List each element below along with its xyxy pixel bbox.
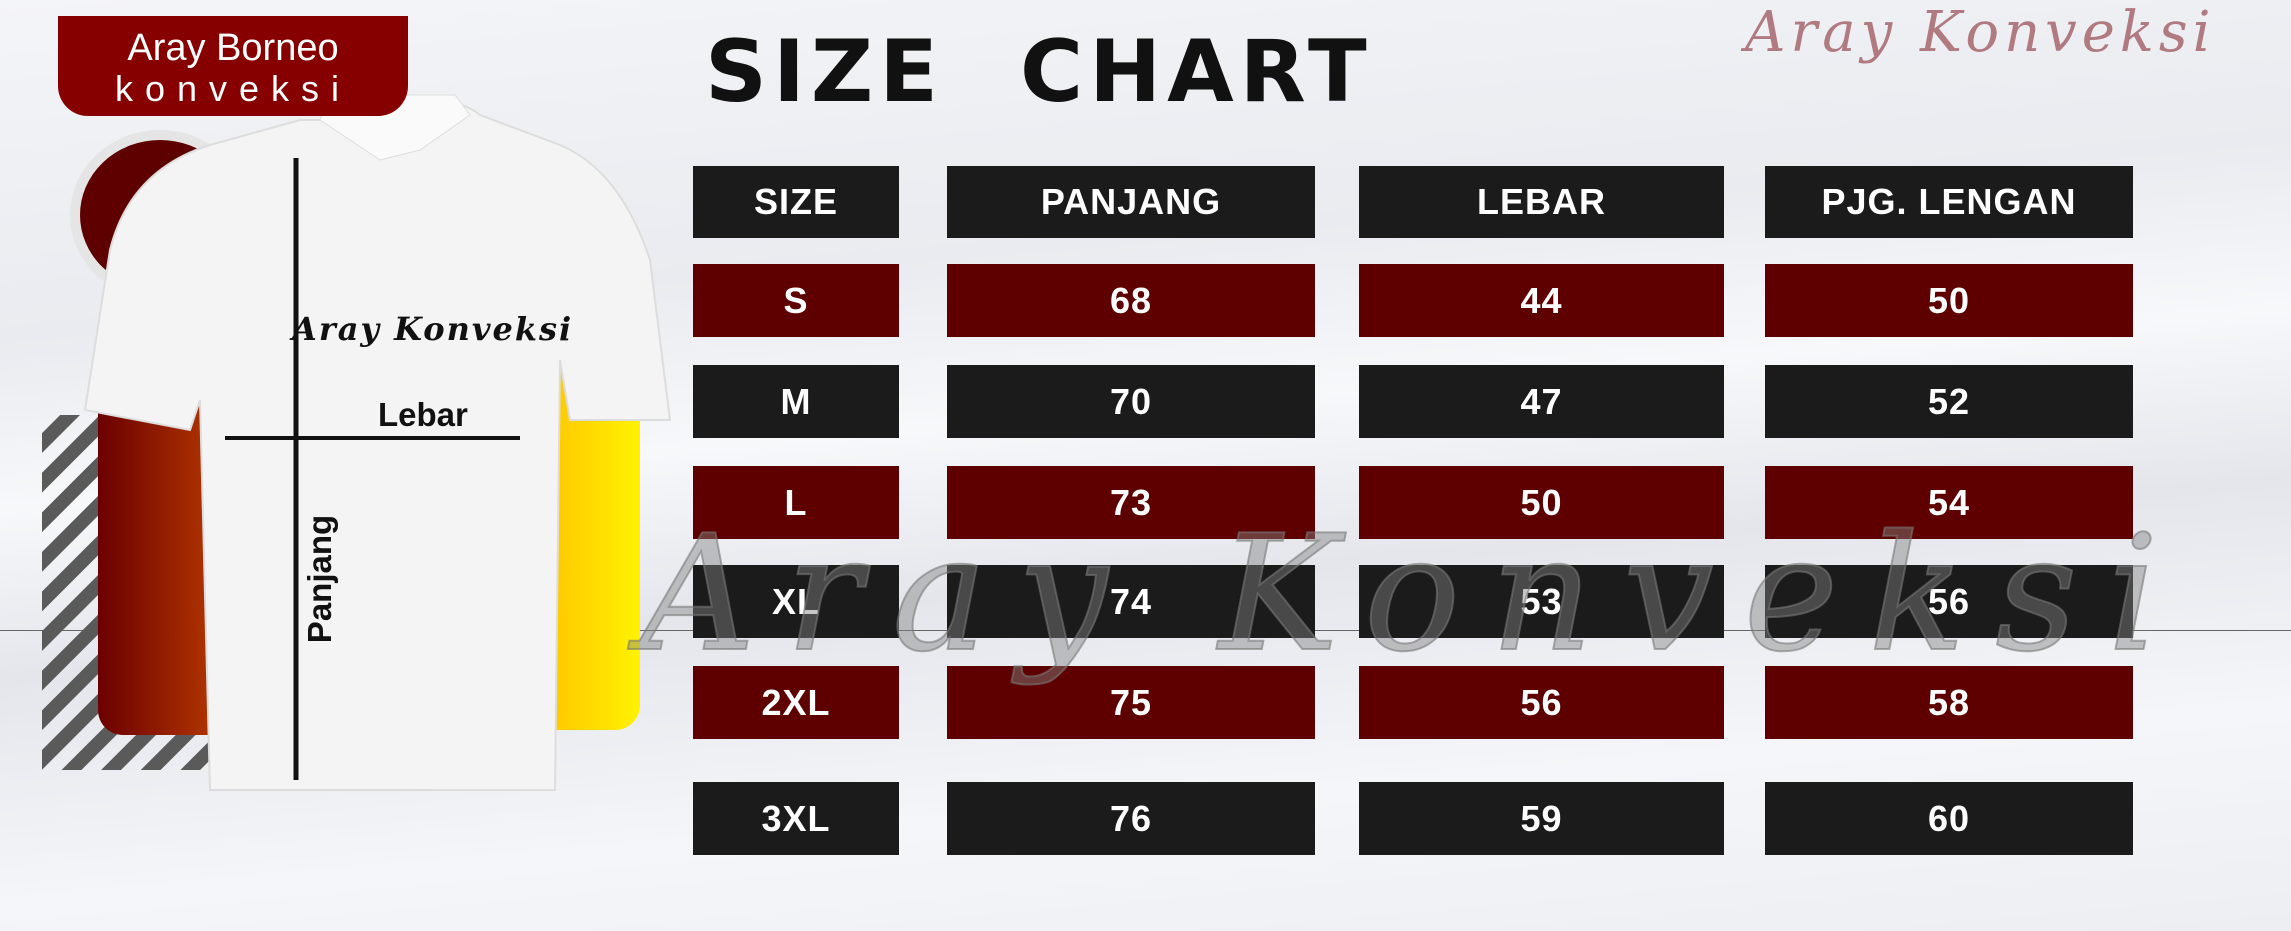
cell-pjg-lengan: 56 [1765, 565, 2133, 638]
cell-panjang: 73 [947, 466, 1315, 539]
cell-panjang: 70 [947, 365, 1315, 438]
cell-lebar: 59 [1359, 782, 1724, 855]
header-lebar: LEBAR [1359, 166, 1724, 238]
page-title: SIZE CHART [705, 22, 1373, 122]
width-label: Lebar [378, 396, 468, 433]
cell-lebar: 50 [1359, 466, 1724, 539]
shirt-illustration [42, 94, 672, 791]
cell-pjg-lengan: 50 [1765, 264, 2133, 337]
header-pjg-lengan: PJG. LENGAN [1765, 166, 2133, 238]
length-label: Panjang [301, 514, 338, 644]
cell-size: 3XL [693, 782, 899, 855]
cell-lebar: 56 [1359, 666, 1724, 739]
cell-panjang: 74 [947, 565, 1315, 638]
cell-pjg-lengan: 52 [1765, 365, 2133, 438]
cell-panjang: 76 [947, 782, 1315, 855]
header-size: SIZE [693, 166, 899, 238]
shirt-print-text: Aray Konveksi [292, 310, 574, 348]
header-panjang: PANJANG [947, 166, 1315, 238]
cell-lebar: 44 [1359, 264, 1724, 337]
logo-badge: Aray Borneo konveksi [58, 16, 408, 116]
cell-size: S [693, 264, 899, 337]
brand-name: Aray Konveksi [1745, 0, 2216, 65]
cell-panjang: 75 [947, 666, 1315, 739]
cell-pjg-lengan: 54 [1765, 466, 2133, 539]
cell-size: XL [693, 565, 899, 638]
cell-lebar: 53 [1359, 565, 1724, 638]
cell-panjang: 68 [947, 264, 1315, 337]
cell-size: 2XL [693, 666, 899, 739]
cell-size: M [693, 365, 899, 438]
cell-pjg-lengan: 60 [1765, 782, 2133, 855]
logo-line-2: konveksi [114, 68, 352, 109]
cell-pjg-lengan: 58 [1765, 666, 2133, 739]
cell-size: L [693, 466, 899, 539]
logo-line-1: Aray Borneo [127, 27, 339, 69]
cell-lebar: 47 [1359, 365, 1724, 438]
